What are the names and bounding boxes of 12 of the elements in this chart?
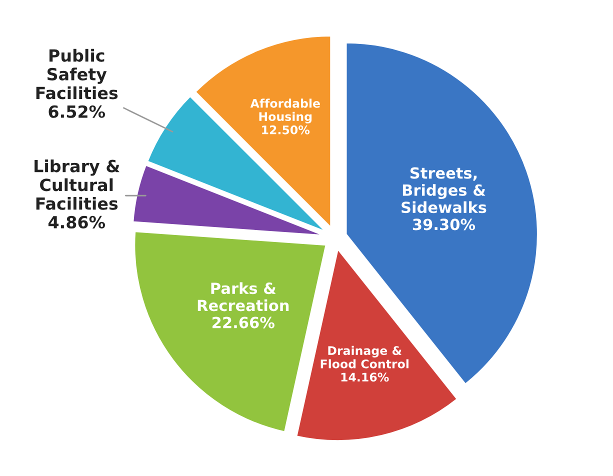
data-label: 4.86% — [48, 216, 106, 229]
slice-label: Streets, Bridges & Sidewalks — [402, 167, 486, 214]
slice-label: Drainage & Flood Control — [320, 346, 408, 368]
slice-label: Library & Cultural Facilities — [34, 160, 120, 210]
data-label: 12.50% — [262, 125, 310, 134]
slice-label: Affordable Housing — [250, 98, 320, 124]
data-label: 6.52% — [48, 105, 106, 118]
slice-label: Parks & Recreation — [198, 282, 289, 312]
data-label: 14.16% — [341, 372, 389, 382]
data-label: 22.66% — [212, 316, 274, 328]
slice-label: Public Safety Facilities — [36, 48, 118, 100]
data-label: 39.30% — [412, 218, 476, 230]
